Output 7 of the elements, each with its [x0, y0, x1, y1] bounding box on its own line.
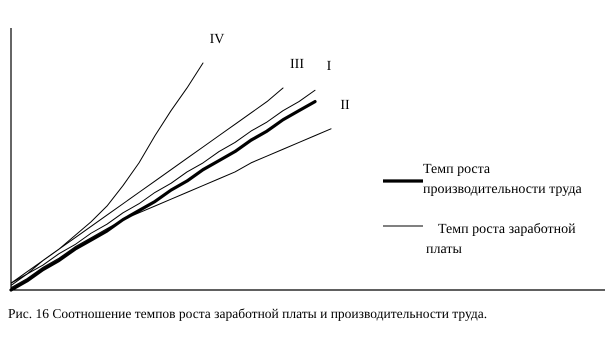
- series-label: III: [290, 56, 304, 72]
- annotation: Темп роста заработной платы: [426, 222, 576, 257]
- legend-label: Темп роста производительности труда: [423, 162, 582, 197]
- series-label: II: [340, 98, 350, 113]
- series-label: I: [326, 59, 332, 74]
- series-label: IV: [210, 32, 224, 47]
- text: Рис. 16 Соотношение темпов роста заработной платы и производительности труда.: [8, 306, 488, 321]
